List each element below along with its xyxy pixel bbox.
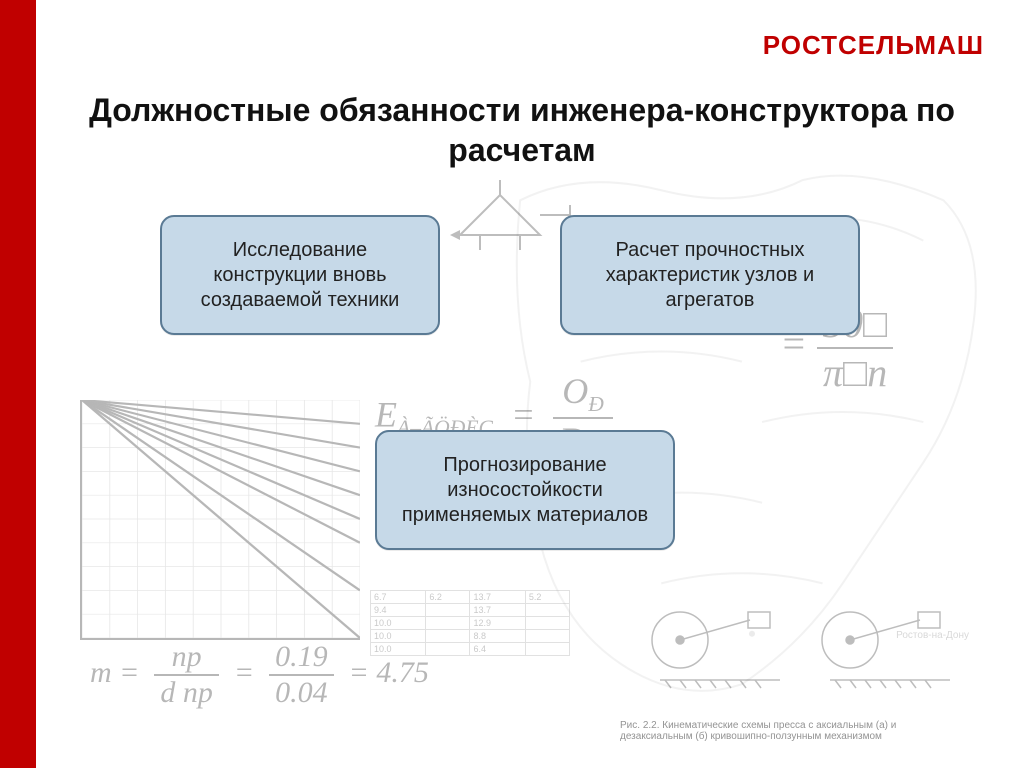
left-accent-bar — [0, 0, 36, 768]
fan-chart — [80, 400, 360, 640]
duty-box-strength: Расчет прочностных характеристик узлов и… — [560, 215, 860, 335]
duty-box-research-text: Исследование конструкции вновь создаваем… — [180, 238, 420, 313]
schematic-decoration — [620, 580, 960, 720]
duty-box-wear-text: Прогнозирование износостойкости применяе… — [395, 453, 655, 528]
duty-box-strength-text: Расчет прочностных характеристик узлов и… — [580, 238, 840, 313]
duty-box-research: Исследование конструкции вновь создаваем… — [160, 215, 440, 335]
duty-box-wear: Прогнозирование износостойкости применяе… — [375, 430, 675, 550]
brand-logo: РОСТСЕЛЬМАШ — [763, 30, 984, 61]
bg-table: 6.76.213.75.29.413.710.012.910.08.810.06… — [370, 590, 570, 690]
schematic-caption: Рис. 2.2. Кинематические схемы пресса с … — [620, 720, 960, 742]
eq-center-lhs: E — [375, 394, 397, 434]
page-title: Должностные обязанности инженера-констру… — [60, 90, 984, 170]
